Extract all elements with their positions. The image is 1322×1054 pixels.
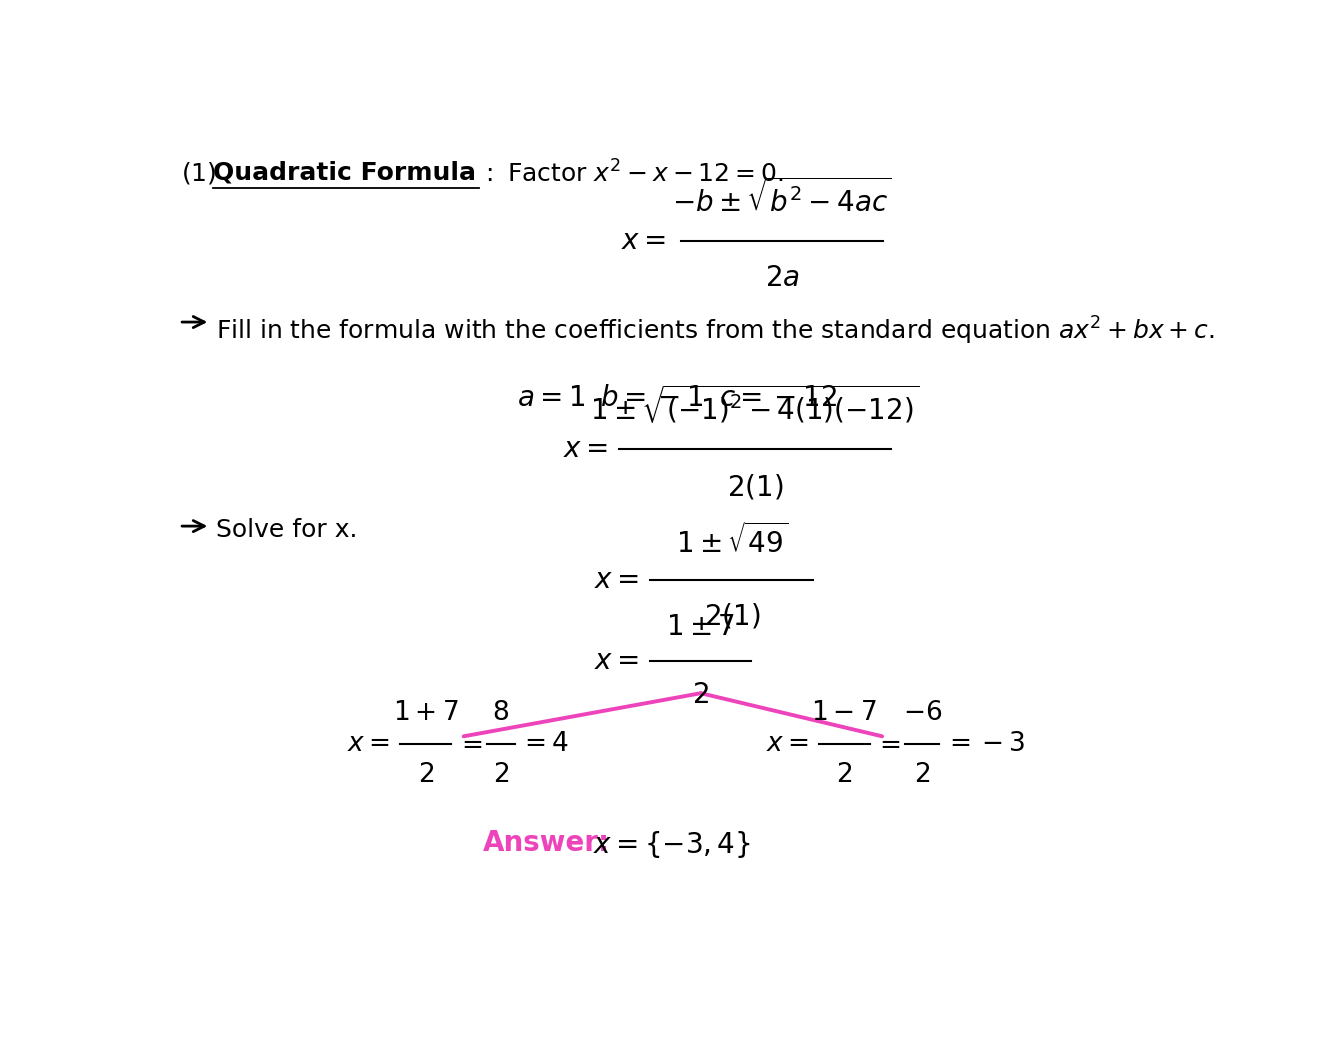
Text: $x =$: $x =$ <box>348 731 390 757</box>
Text: $x =$: $x =$ <box>594 647 639 675</box>
Text: $x =$: $x =$ <box>594 566 639 594</box>
Text: $= 4$: $= 4$ <box>520 731 568 757</box>
Text: $1+7$: $1+7$ <box>393 700 459 725</box>
Text: $2$: $2$ <box>493 762 509 788</box>
Text: $2$: $2$ <box>915 762 931 788</box>
Text: $x = \{-3, 4\}$: $x = \{-3, 4\}$ <box>594 828 751 860</box>
Text: $=$: $=$ <box>874 731 900 757</box>
Text: $2(1)$: $2(1)$ <box>727 472 783 502</box>
Text: $=$: $=$ <box>456 731 483 757</box>
Text: $2$: $2$ <box>418 762 434 788</box>
Text: $8$: $8$ <box>492 700 509 725</box>
Text: $1-7$: $1-7$ <box>812 700 876 725</box>
Text: $2$: $2$ <box>693 681 709 709</box>
Text: $a = 1 \;\; b = -1 \;\; c = -12$: $a = 1 \;\; b = -1 \;\; c = -12$ <box>517 384 838 412</box>
Text: $x =$: $x =$ <box>765 731 809 757</box>
Text: $= -3$: $= -3$ <box>944 731 1026 757</box>
Text: $1 \pm 7$: $1 \pm 7$ <box>666 612 735 641</box>
Text: $2(1)$: $2(1)$ <box>703 602 760 630</box>
Text: $2a$: $2a$ <box>764 265 800 292</box>
Text: $(1)$: $(1)$ <box>181 160 215 187</box>
Text: $\mathregular{:}$ Factor $x^2 - x - 12 = 0.$: $\mathregular{:}$ Factor $x^2 - x - 12 =… <box>481 160 784 188</box>
Text: $-b \pm \sqrt{b^2 - 4ac}$: $-b \pm \sqrt{b^2 - 4ac}$ <box>672 178 892 218</box>
Text: $x =$: $x =$ <box>563 435 608 463</box>
Text: Quadratic Formula: Quadratic Formula <box>213 160 476 184</box>
Text: Fill in the formula with the coefficients from the standard equation $ax^2 + bx : Fill in the formula with the coefficient… <box>215 314 1214 347</box>
Text: $1 \pm \sqrt{(-1)^2 - 4(1)(-12)}$: $1 \pm \sqrt{(-1)^2 - 4(1)(-12)}$ <box>591 383 920 426</box>
Text: Answer:: Answer: <box>483 828 611 857</box>
Text: $-6$: $-6$ <box>903 700 943 725</box>
Text: Solve for x.: Solve for x. <box>215 519 357 543</box>
Text: $x =$: $x =$ <box>621 228 666 255</box>
Text: $2$: $2$ <box>836 762 853 788</box>
Text: $1 \pm \sqrt{49}$: $1 \pm \sqrt{49}$ <box>676 523 788 559</box>
